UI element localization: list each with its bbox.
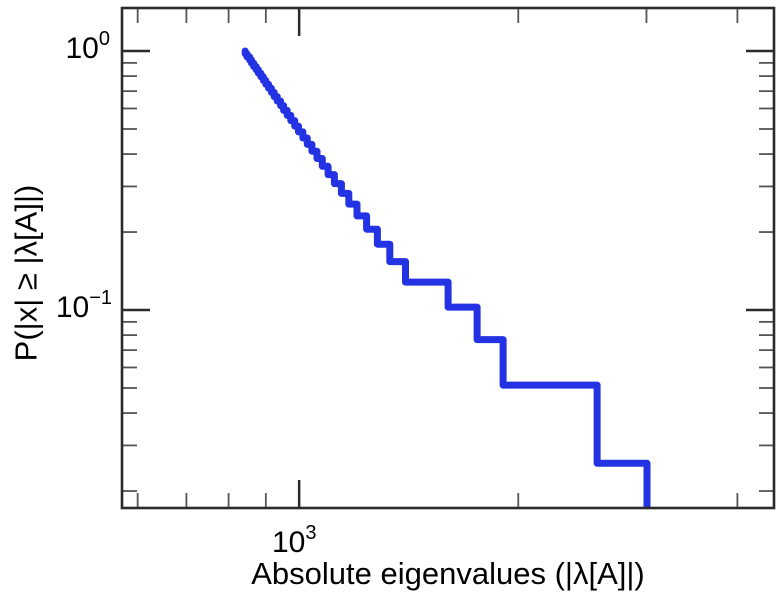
y-tick-label-1e-1: 10−1 xyxy=(55,288,112,324)
plot-border xyxy=(120,6,776,510)
x-tick-label-1e3: 103 xyxy=(272,523,317,559)
y-tick-exponent: −1 xyxy=(89,287,112,309)
y-tick-base: 10 xyxy=(55,291,90,324)
x-tick-base: 10 xyxy=(272,526,306,559)
x-tick-exponent: 3 xyxy=(305,522,317,544)
ccdf-step-curve xyxy=(241,47,651,508)
y-tick-exponent: 0 xyxy=(98,28,110,50)
y-tick-base: 10 xyxy=(65,32,99,65)
y-axis-label: P(|x| ≥ |λ[A]|) xyxy=(8,184,44,362)
y-tick-label-1e0: 100 xyxy=(65,29,111,65)
x-axis-label: Absolute eigenvalues (|λ[A]|) xyxy=(251,556,645,591)
